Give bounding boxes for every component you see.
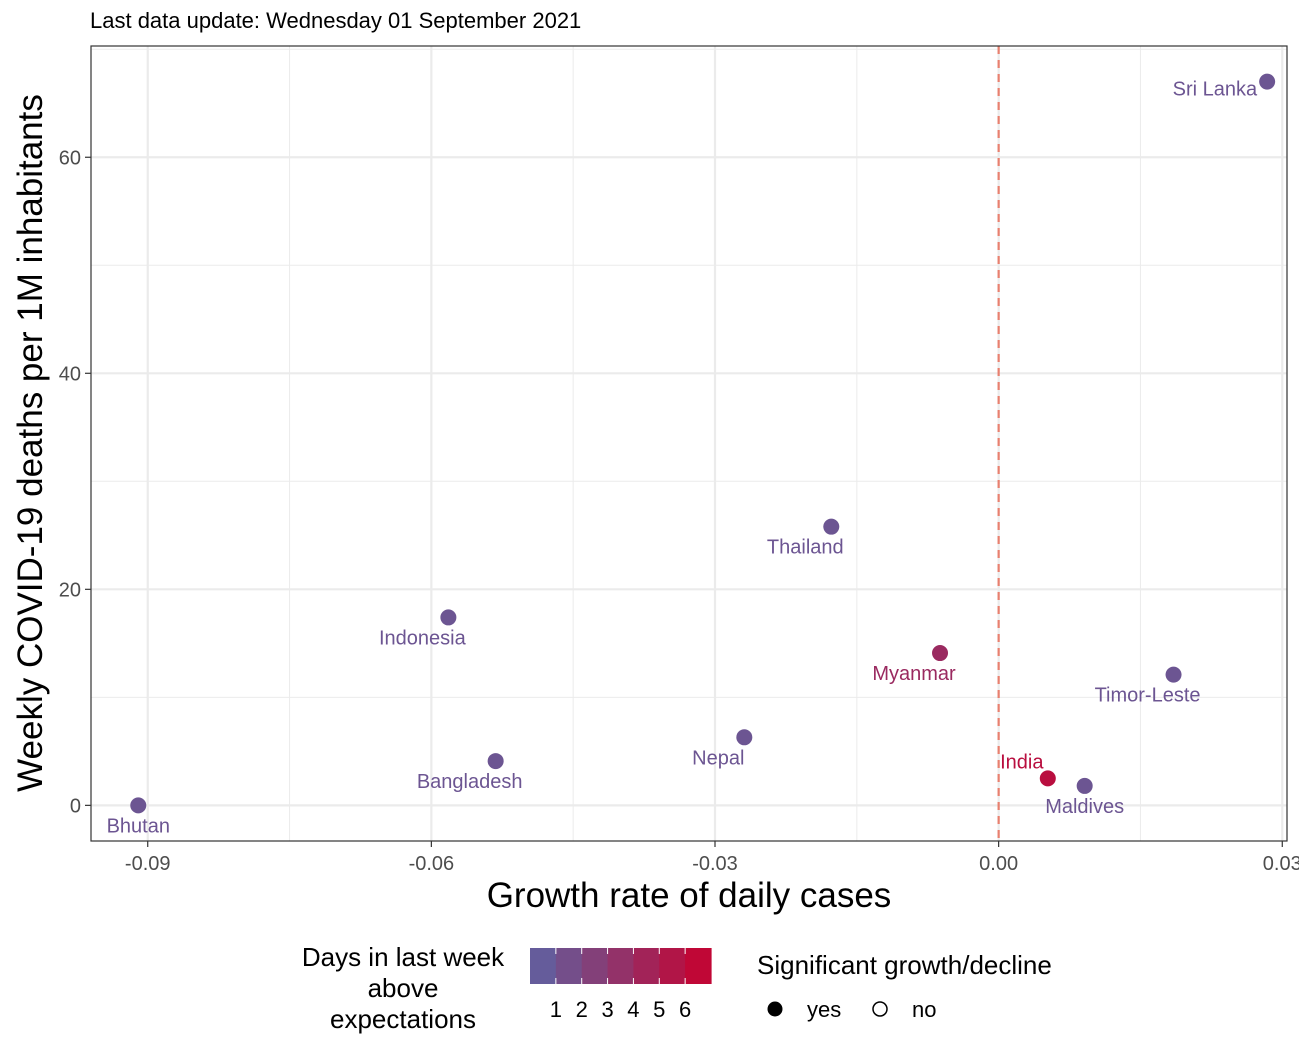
color-legend-swatch [685,948,712,984]
color-legend-label: 4 [627,997,639,1022]
data-point [823,518,840,535]
chart-subtitle: Last data update: Wednesday 01 September… [90,8,581,33]
color-legend-title-line: Days in last week [302,942,505,972]
point-label: Sri Lanka [1173,79,1258,101]
shape-legend-open-circle [872,1001,888,1017]
y-tick-label: 60 [59,147,81,169]
color-legend-title-line: above [368,973,439,1003]
color-legend-swatch [581,948,609,984]
point-label: Bangladesh [417,771,523,793]
plot-panel [91,46,1287,841]
data-point [1076,777,1093,794]
x-axis-title: Growth rate of daily cases [487,876,892,915]
shape-legend-filled-circle [767,1001,783,1017]
point-label: Nepal [692,747,744,769]
y-tick-label: 20 [59,579,81,601]
color-legend-swatch [659,948,686,984]
point-label: Maldives [1045,796,1124,818]
data-point [440,609,457,626]
color-legend-label: 5 [653,997,665,1022]
point-label: Indonesia [379,627,467,649]
color-legend-swatch [607,948,635,984]
color-legend-label: 2 [576,997,588,1022]
data-points [130,73,1276,814]
data-point [1039,770,1056,787]
point-label: Myanmar [872,663,956,685]
point-label: Timor-Leste [1095,685,1201,707]
x-tick-label: -0.09 [125,853,171,875]
minor-grid [91,46,1287,841]
color-legend-label: 3 [601,997,613,1022]
x-tick-label: 0.00 [979,853,1018,875]
x-axis: -0.09 -0.06 -0.03 0.00 0.03 [125,841,1299,875]
data-point [487,753,504,770]
shape-legend-label: yes [807,997,841,1022]
data-point [130,797,147,814]
x-tick-label: -0.06 [409,853,455,875]
plot-border [90,45,1288,842]
point-label: India [1000,751,1044,773]
point-labels: Bhutan Bangladesh Indonesia Nepal Thailand My… [107,79,1258,838]
x-tick-label: -0.03 [692,853,738,875]
y-axis-title: Weekly COVID-19 deaths per 1M inhabitant… [11,94,50,792]
data-point [1165,666,1182,683]
y-tick-label: 40 [59,363,81,385]
color-legend-title-line: expectations [330,1004,476,1034]
x-tick-label: 0.03 [1263,853,1299,875]
point-label: Bhutan [107,815,170,837]
data-point [1259,73,1276,90]
color-legend-label: 1 [550,997,562,1022]
color-legend-swatch [555,948,583,984]
color-legend-swatch [633,948,660,984]
point-label: Thailand [767,537,844,559]
y-axis: 0 20 40 60 [59,147,91,817]
shape-legend-label: no [912,997,936,1022]
shape-legend: Significant growth/decline yes no [757,950,1052,1022]
y-tick-label: 0 [70,795,81,817]
shape-legend-title: Significant growth/decline [757,950,1052,980]
color-legend-swatch [530,948,557,984]
data-point [932,645,949,662]
color-legend-label: 6 [679,997,691,1022]
data-point [736,729,753,746]
